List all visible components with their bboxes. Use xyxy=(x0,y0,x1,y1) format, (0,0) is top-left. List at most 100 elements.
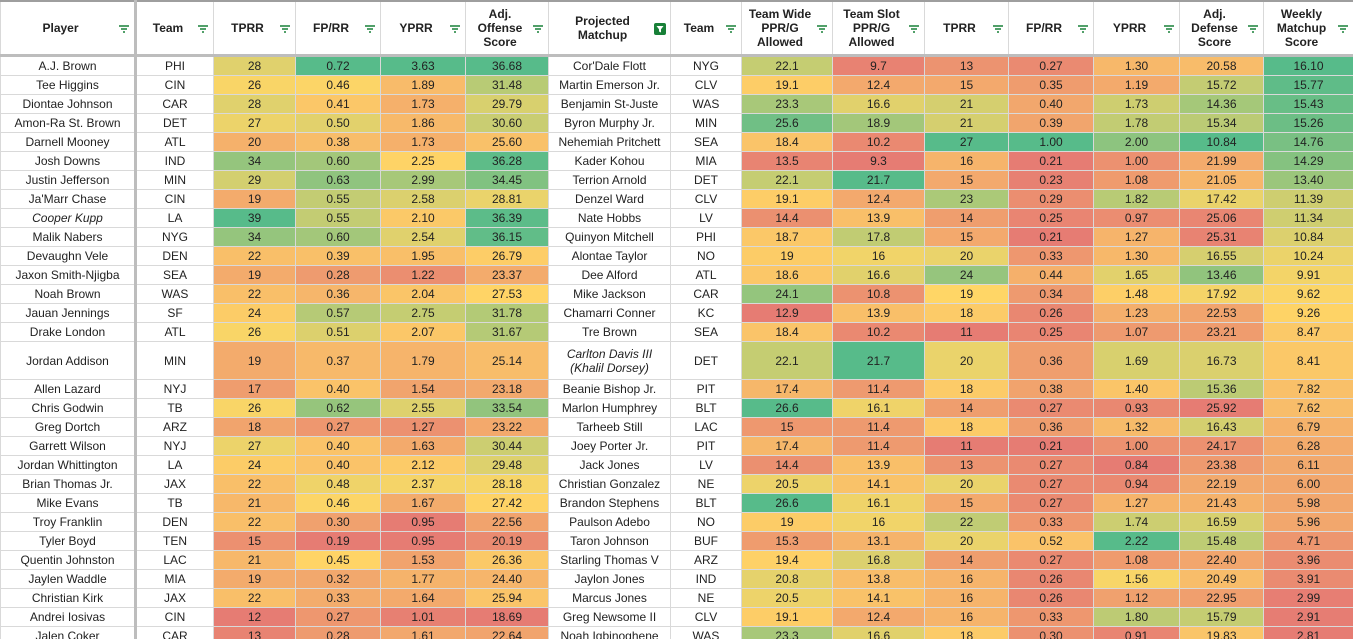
table-row: Josh Downs IND 34 0.60 2.25 36.28 Kader Kohou M… xyxy=(0,151,1353,171)
table-cell: 16.55 xyxy=(1179,246,1264,266)
column-header[interactable]: Team xyxy=(135,0,214,57)
filter-button[interactable] xyxy=(1163,23,1175,35)
table-cell: DEN xyxy=(135,512,214,532)
column-header[interactable]: Team xyxy=(670,0,742,57)
filter-button[interactable] xyxy=(279,23,291,35)
table-cell: 27.42 xyxy=(465,493,549,513)
table-cell: 1.69 xyxy=(1093,341,1180,380)
column-header[interactable]: Adj. Offense Score xyxy=(465,0,549,57)
table-cell: 0.60 xyxy=(295,227,381,247)
table-cell: 0.33 xyxy=(1008,246,1094,266)
table-cell: 26.6 xyxy=(741,398,833,418)
table-cell: Jalen Coker xyxy=(0,626,137,639)
column-header[interactable]: FP/RR xyxy=(1008,0,1094,57)
table-cell: 0.30 xyxy=(1008,626,1094,639)
table-row: Ja'Marr Chase CIN 19 0.55 2.58 28.81 Denzel Wa… xyxy=(0,189,1353,209)
filter-button[interactable] xyxy=(1077,23,1089,35)
table-cell: 9.62 xyxy=(1263,284,1353,304)
table-cell: Tarheeb Still xyxy=(548,417,671,437)
filter-button[interactable] xyxy=(364,23,376,35)
table-cell: 0.95 xyxy=(380,512,466,532)
table-cell: 14.4 xyxy=(741,455,833,475)
table-row: Quentin Johnston LAC 21 0.45 1.53 26.36 Starli… xyxy=(0,550,1353,570)
table-cell: 20.49 xyxy=(1179,569,1264,589)
table-cell: 2.12 xyxy=(380,455,466,475)
table-cell: Benjamin St-Juste xyxy=(548,94,671,114)
column-header[interactable]: YPRR xyxy=(380,0,466,57)
column-header[interactable]: Adj. Defense Score xyxy=(1179,0,1264,57)
table-cell: 15 xyxy=(924,170,1009,190)
table-cell: MIN xyxy=(670,113,742,133)
table-cell: 33.54 xyxy=(465,398,549,418)
table-cell: 10.2 xyxy=(832,132,925,152)
table-cell: 2.55 xyxy=(380,398,466,418)
table-cell: 20 xyxy=(924,474,1009,494)
table-cell: 18 xyxy=(924,303,1009,323)
column-header[interactable]: TPRR xyxy=(213,0,296,57)
table-cell: 19 xyxy=(213,569,296,589)
table-cell: 22.95 xyxy=(1179,588,1264,608)
table-cell: NO xyxy=(670,512,742,532)
table-cell: 18.9 xyxy=(832,113,925,133)
table-row: Diontae Johnson CAR 28 0.41 1.73 29.79 Benjami… xyxy=(0,94,1353,114)
column-header[interactable]: Player xyxy=(0,0,137,57)
table-cell: 22 xyxy=(213,246,296,266)
table-row: Garrett Wilson NYJ 27 0.40 1.63 30.44 Joey Por… xyxy=(0,436,1353,456)
filter-button[interactable] xyxy=(908,23,920,35)
filter-button[interactable] xyxy=(1247,23,1259,35)
table-cell: 26.36 xyxy=(465,550,549,570)
column-header[interactable]: Weekly Matchup Score xyxy=(1263,0,1353,57)
table-cell: 1.08 xyxy=(1093,170,1180,190)
column-header[interactable]: YPRR xyxy=(1093,0,1180,57)
table-cell: 18 xyxy=(924,417,1009,437)
filter-button[interactable] xyxy=(1337,23,1349,35)
table-cell: 16.6 xyxy=(832,94,925,114)
column-header[interactable]: TPRR xyxy=(924,0,1009,57)
table-cell: 0.27 xyxy=(1008,455,1094,475)
header-text: Team Wide PPR/G Allowed xyxy=(748,7,812,49)
table-cell: Nehemiah Pritchett xyxy=(548,132,671,152)
table-cell: 11.34 xyxy=(1263,208,1353,228)
table-cell: 27 xyxy=(213,113,296,133)
filter-button[interactable] xyxy=(197,23,209,35)
table-cell: 1.64 xyxy=(380,588,466,608)
table-cell: 1.61 xyxy=(380,626,466,639)
column-header[interactable]: Projected Matchup xyxy=(548,0,671,57)
table-cell: 0.45 xyxy=(295,550,381,570)
table-cell: 23 xyxy=(924,189,1009,209)
table-cell: MIA xyxy=(670,151,742,171)
table-cell: 1.73 xyxy=(1093,94,1180,114)
filter-button[interactable] xyxy=(816,23,828,35)
filter-button[interactable] xyxy=(725,23,737,35)
table-cell: PHI xyxy=(670,227,742,247)
filter-button[interactable] xyxy=(992,23,1004,35)
table-cell: 1.79 xyxy=(380,341,466,380)
table-cell: Jauan Jennings xyxy=(0,303,137,323)
table-cell: TB xyxy=(135,398,214,418)
filter-button[interactable] xyxy=(532,23,544,35)
column-header[interactable]: Team Slot PPR/G Allowed xyxy=(832,0,925,57)
table-cell: 25.31 xyxy=(1179,227,1264,247)
filter-button[interactable] xyxy=(118,23,130,35)
table-cell: 17.42 xyxy=(1179,189,1264,209)
table-cell: 22.1 xyxy=(741,55,833,76)
filter-button[interactable] xyxy=(449,23,461,35)
table-cell: MIA xyxy=(135,569,214,589)
table-cell: 0.39 xyxy=(1008,113,1094,133)
column-header[interactable]: FP/RR xyxy=(295,0,381,57)
table-cell: A.J. Brown xyxy=(0,55,137,76)
table-cell: 20.58 xyxy=(1179,55,1264,76)
table-cell: 1.82 xyxy=(1093,189,1180,209)
filter-button[interactable] xyxy=(654,23,666,35)
table-cell: 21.7 xyxy=(832,341,925,380)
table-cell: Noah Brown xyxy=(0,284,137,304)
table-cell: 25.92 xyxy=(1179,398,1264,418)
column-header[interactable]: Team Wide PPR/G Allowed xyxy=(741,0,833,57)
table-cell: 16.6 xyxy=(832,626,925,639)
table-cell: CIN xyxy=(135,607,214,627)
header-text: FP/RR xyxy=(1026,21,1062,35)
table-cell: 16 xyxy=(832,512,925,532)
table-cell: Taron Johnson xyxy=(548,531,671,551)
table-cell: Darnell Mooney xyxy=(0,132,137,152)
table-cell: 36.28 xyxy=(465,151,549,171)
